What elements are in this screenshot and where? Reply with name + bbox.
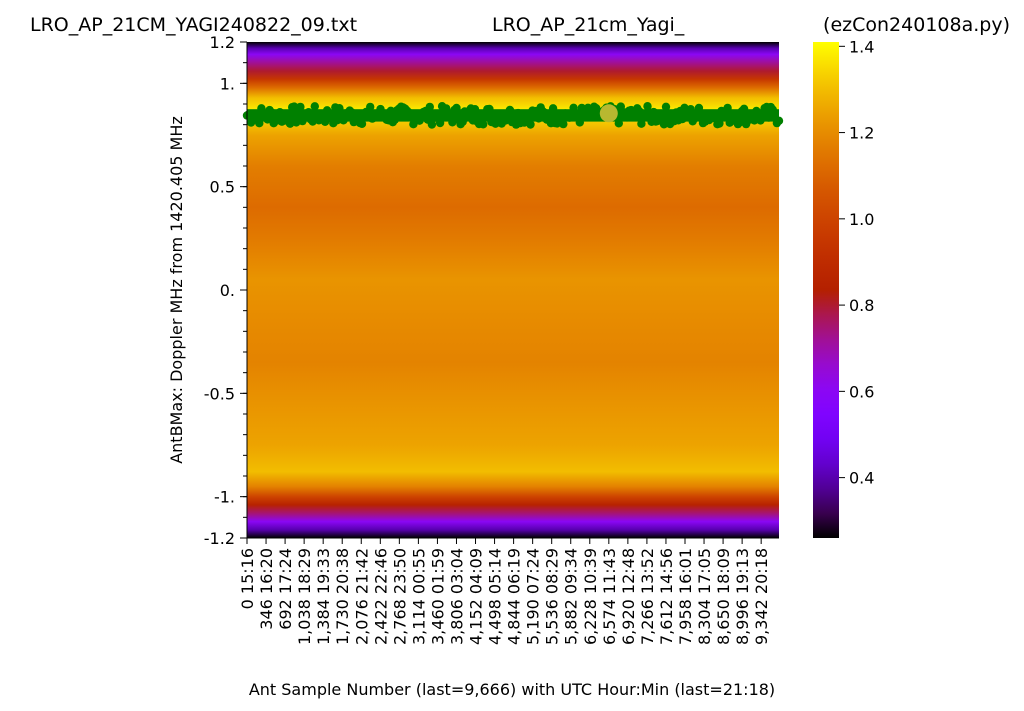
x-tick-label: 8,996 19:13 xyxy=(733,548,752,645)
ridge-point xyxy=(425,102,434,112)
x-tick-label: 3,114 00:55 xyxy=(409,548,428,645)
colorbar xyxy=(813,42,839,538)
ridge-point xyxy=(526,120,535,129)
x-tick-label: 6,228 10:39 xyxy=(581,548,600,645)
ridge-point xyxy=(659,120,669,129)
colorbar-tick-label: 0.8 xyxy=(849,296,874,315)
x-tick-label: 7,612 14:56 xyxy=(657,548,676,645)
x-tick-label: 4,152 04:09 xyxy=(467,548,486,645)
x-tick-label: 6,574 11:43 xyxy=(600,548,619,645)
x-tick-label: 5,882 09:34 xyxy=(562,548,581,645)
ridge-point xyxy=(427,120,437,129)
y-tick-label: -0.5 xyxy=(204,384,235,403)
x-tick-label: 9,342 20:18 xyxy=(752,548,771,645)
x-tick-label: 7,266 13:52 xyxy=(638,548,657,645)
x-tick-label: 5,190 07:24 xyxy=(524,548,543,645)
x-axis: 0 15:16 346 16:20 692 17:24 1,038 18:29 1,38… xyxy=(238,537,779,645)
colorbar-tick-label: 1.0 xyxy=(849,210,874,229)
x-tick-label: 346 16:20 xyxy=(257,548,276,630)
y-tick-label: 1.2 xyxy=(210,33,235,52)
x-tick-label: 2,076 21:42 xyxy=(352,548,371,645)
y-axis: 1.2 1. 0.5 0. -0.5 -1. -1.2 xyxy=(204,33,248,548)
y-tick-label: -1.2 xyxy=(204,529,235,548)
x-tick-label: 1,038 18:29 xyxy=(295,548,314,645)
colorbar-axis: 1.4 1.2 1.0 0.8 0.6 0.4 xyxy=(839,37,874,488)
ridge-point xyxy=(310,102,319,111)
ridge-point xyxy=(479,120,488,129)
x-tick-label: 3,460 01:59 xyxy=(428,548,447,645)
x-tick-label: 1,730 20:38 xyxy=(333,548,352,645)
colorbar-tick-label: 1.4 xyxy=(849,37,874,56)
peak-marker xyxy=(599,104,618,123)
ridge-point xyxy=(296,102,305,112)
colorbar-tick-label: 1.2 xyxy=(849,124,874,143)
ridge-point xyxy=(357,119,367,128)
ridge-point xyxy=(290,102,299,111)
x-tick-label: 692 17:24 xyxy=(276,548,295,630)
x-tick-label: 1,384 19:33 xyxy=(314,548,333,645)
y-axis-label: AntBMax: Doppler MHz from 1420.405 MHz xyxy=(167,116,186,464)
colorbar-tick-label: 0.4 xyxy=(849,469,874,488)
x-tick-label: 7,958 16:01 xyxy=(676,548,695,645)
x-axis-label: Ant Sample Number (last=9,666) with UTC … xyxy=(249,680,775,699)
ridge-point xyxy=(559,119,568,129)
ridge-point xyxy=(366,102,375,112)
x-tick-label: 8,304 17:05 xyxy=(695,548,714,645)
ridge-point xyxy=(661,102,671,112)
x-tick-label: 0 15:16 xyxy=(238,548,257,609)
ridge-core xyxy=(247,109,779,122)
x-tick-label: 4,498 05:14 xyxy=(486,548,505,645)
title-center: LRO_AP_21cm_Yagi_ xyxy=(492,14,685,36)
ridge-point xyxy=(616,102,625,111)
x-tick-label: 2,768 23:50 xyxy=(390,548,409,645)
ridge-band xyxy=(242,102,784,129)
x-tick-label: 3,806 03:04 xyxy=(448,548,467,645)
x-tick-label: 5,536 08:29 xyxy=(543,548,562,645)
title-right: (ezCon240108a.py) xyxy=(823,14,1010,36)
y-tick-label: 0. xyxy=(220,281,235,300)
x-tick-label: 2,422 22:46 xyxy=(371,548,390,645)
colorbar-tick-label: 0.6 xyxy=(849,382,874,401)
y-tick-label: -1. xyxy=(214,488,235,507)
x-tick-label: 6,920 12:48 xyxy=(619,548,638,645)
x-tick-label: 8,650 18:09 xyxy=(714,548,733,645)
title-left: LRO_AP_21CM_YAGI240822_09.txt xyxy=(30,14,357,36)
y-tick-label: 1. xyxy=(220,74,235,93)
x-tick-label: 4,844 06:19 xyxy=(505,548,524,645)
y-tick-label: 0.5 xyxy=(210,178,235,197)
